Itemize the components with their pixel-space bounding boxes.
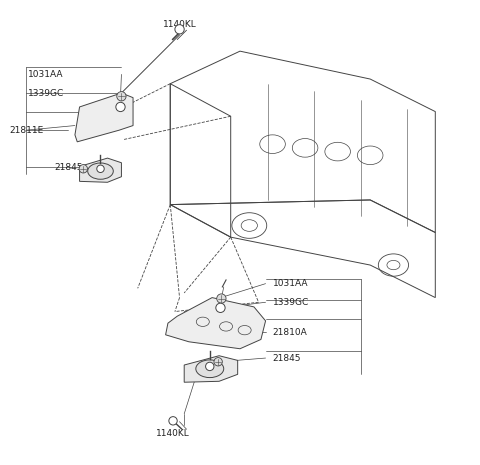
Circle shape	[217, 294, 226, 303]
Text: 21810A: 21810A	[273, 328, 307, 337]
Polygon shape	[184, 356, 238, 382]
Text: 1031AA: 1031AA	[28, 70, 64, 79]
Text: 1140KL: 1140KL	[163, 20, 196, 29]
Text: 1339GC: 1339GC	[273, 298, 309, 307]
Circle shape	[205, 362, 214, 371]
Text: 1140KL: 1140KL	[156, 429, 190, 438]
Polygon shape	[166, 298, 265, 349]
Text: 21845: 21845	[54, 163, 83, 172]
Text: 1031AA: 1031AA	[273, 279, 308, 288]
Circle shape	[97, 165, 104, 173]
Ellipse shape	[196, 360, 224, 378]
Text: 1339GC: 1339GC	[28, 88, 65, 98]
Circle shape	[216, 303, 225, 312]
Circle shape	[214, 358, 222, 366]
Circle shape	[169, 417, 177, 425]
Text: 21845: 21845	[273, 353, 301, 363]
Polygon shape	[75, 93, 133, 142]
Circle shape	[175, 25, 184, 34]
Circle shape	[117, 92, 126, 101]
Ellipse shape	[88, 163, 113, 179]
Text: 21811E: 21811E	[10, 126, 44, 135]
Circle shape	[79, 165, 87, 173]
Circle shape	[116, 102, 125, 112]
Polygon shape	[80, 158, 121, 182]
